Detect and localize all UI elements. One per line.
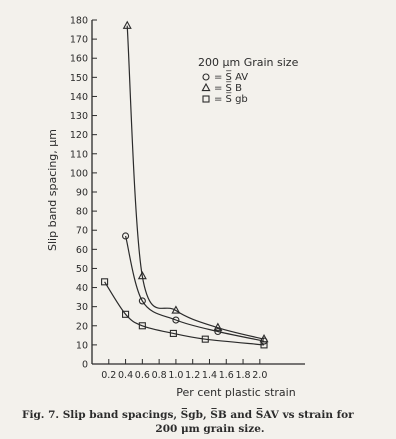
legend-label-square: = S̅ gb xyxy=(214,92,248,105)
legend-title: 200 μm Grain size xyxy=(198,56,299,69)
data-point-square xyxy=(138,322,146,330)
series-line-triangle xyxy=(126,25,265,340)
legend-label-triangle: = S̅ B xyxy=(214,81,242,94)
y-tick-label: 20 xyxy=(76,321,88,332)
series-line-square xyxy=(104,281,265,346)
data-point-triangle xyxy=(137,270,147,280)
data-point-triangle xyxy=(122,20,132,29)
y-tick-label: 70 xyxy=(76,226,88,237)
x-tick-label: 0.6 xyxy=(135,370,150,381)
legend-symbol-triangle xyxy=(201,82,211,92)
y-axis-label: Slip band spacing, μm xyxy=(46,129,59,251)
y-tick-label: 140 xyxy=(70,92,88,103)
y-tick-label: 90 xyxy=(76,188,88,199)
y-tick-label: 100 xyxy=(70,168,88,179)
y-tick-label: 40 xyxy=(76,283,88,294)
legend-label-circle: = S̅ AV xyxy=(214,70,248,83)
legend-symbol-circle xyxy=(202,73,210,81)
y-tick-label: 80 xyxy=(76,207,88,218)
x-tick-label: 1.2 xyxy=(185,370,200,381)
figure-caption-line-1: Fig. 7. Slip band spacings, S̅gb, S̅B an… xyxy=(22,407,354,421)
y-tick-label: 160 xyxy=(70,54,88,65)
chart-curves xyxy=(104,25,265,346)
y-tick-label: 0 xyxy=(82,360,88,371)
y-tick-label: 180 xyxy=(70,16,88,27)
x-tick-label: 2.0 xyxy=(252,370,267,381)
x-axis-ticks: 0.2 0.4 0.6 0.8 1.0 1.2 1.4 1.6 1.8 2.0 xyxy=(101,359,267,381)
y-tick-label: 30 xyxy=(76,302,88,313)
x-tick-label: 1.0 xyxy=(168,370,183,381)
y-tick-label: 150 xyxy=(70,73,88,84)
x-tick-label: 0.8 xyxy=(152,370,167,381)
y-tick-label: 50 xyxy=(76,264,88,275)
data-point-circle xyxy=(138,297,146,305)
data-point-square xyxy=(101,278,109,286)
data-point-triangle xyxy=(213,322,223,331)
data-point-square xyxy=(260,341,268,349)
y-tick-label: 10 xyxy=(76,340,88,351)
y-tick-label: 170 xyxy=(70,35,88,46)
x-tick-label: 1.8 xyxy=(235,370,250,381)
data-point-circle xyxy=(172,316,180,324)
data-point-triangle xyxy=(171,305,181,314)
y-tick-label: 60 xyxy=(76,245,88,256)
x-tick-label: 1.6 xyxy=(219,370,234,381)
y-axis-ticks: 0 10 20 30 40 50 60 70 80 90 100 110 120 130 140 150 160… xyxy=(70,16,97,371)
y-tick-label: 110 xyxy=(70,149,88,160)
figure-caption-line-2: 200 μm grain size. xyxy=(155,423,264,435)
chart-markers xyxy=(101,20,269,349)
data-point-circle xyxy=(214,327,222,336)
data-point-circle xyxy=(122,232,130,240)
x-axis-label: Per cent plastic strain xyxy=(176,386,295,399)
data-point-square xyxy=(122,310,130,318)
series-line-circle xyxy=(125,235,265,342)
chart-legend: 200 μm Grain size = S̅ AV= S̅ B= S̅ gb xyxy=(198,56,299,105)
x-tick-label: 0.2 xyxy=(101,370,116,381)
y-tick-label: 130 xyxy=(70,111,88,122)
data-point-square xyxy=(201,335,209,343)
x-tick-label: 0.4 xyxy=(118,370,133,381)
data-point-square xyxy=(169,329,177,337)
y-tick-label: 120 xyxy=(70,130,88,141)
legend-symbol-square xyxy=(202,95,210,103)
x-tick-label: 1.4 xyxy=(202,370,217,381)
